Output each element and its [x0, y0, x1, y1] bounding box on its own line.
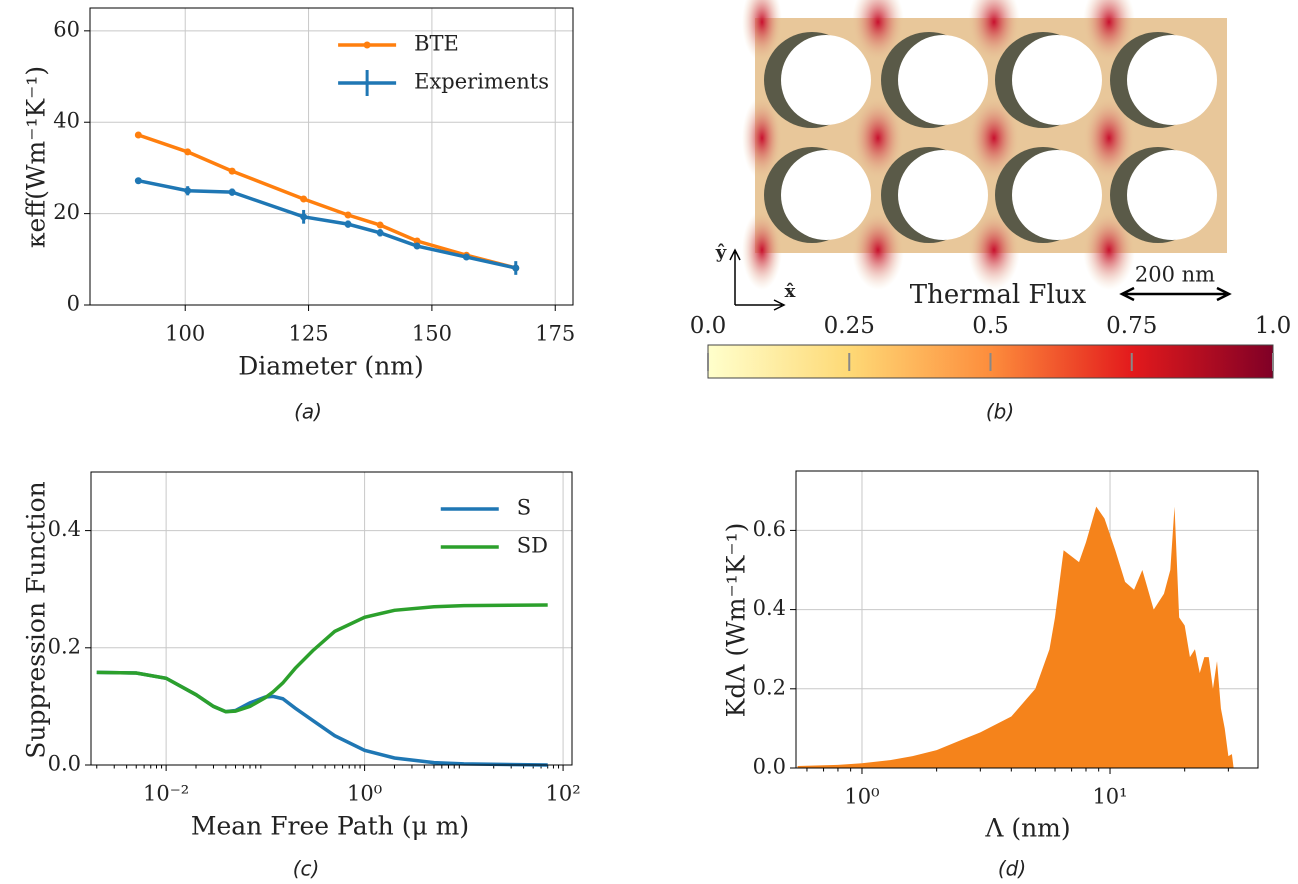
x-tick-label: 10⁰ [347, 782, 382, 806]
colorbar-tick-label: 1.0 [1255, 313, 1292, 339]
point [414, 243, 421, 250]
scale-label: 200 nm [1135, 263, 1215, 287]
point [345, 211, 352, 218]
y-tick-label: 0 [67, 292, 80, 316]
x-axis-label: Λ (nm) [984, 814, 1070, 843]
y-tick-label: 0.4 [48, 517, 81, 541]
y-axis-label: Suppression Function [22, 481, 51, 758]
point [377, 229, 384, 236]
colorbar-tick-label: 0.0 [690, 313, 727, 339]
axis-label-x: x̂ [785, 281, 796, 302]
y-tick-label: 0.4 [753, 596, 786, 620]
x-tick-label: 10² [546, 782, 581, 806]
colorbar-tick-label: 0.25 [824, 313, 875, 339]
legend-label: SD [517, 534, 548, 558]
y-tick-label: 60 [53, 17, 80, 41]
x-tick-label: 175 [535, 322, 575, 346]
series-line [97, 672, 548, 765]
y-tick-label: 0.6 [753, 517, 786, 541]
y-axis-label: KdΛ (Wm⁻¹K⁻¹) [722, 523, 751, 718]
x-axis-label: Diameter (nm) [238, 352, 424, 381]
caption: (c) [293, 857, 320, 881]
legend-label: S [517, 496, 531, 520]
colorbar-tick-label: 0.75 [1106, 313, 1157, 339]
flux-image [742, 0, 1227, 290]
caption: (b) [986, 400, 1014, 424]
y-tick-label: 0.0 [48, 752, 81, 776]
point [184, 187, 191, 194]
point [184, 148, 191, 155]
x-axis-label: Mean Free Path (μ m) [191, 812, 469, 841]
x-tick-label: 10¹ [1092, 785, 1127, 809]
point [345, 221, 352, 228]
y-tick-label: 0.2 [48, 634, 81, 658]
area [798, 507, 1234, 768]
colorbar-tick-label: 0.5 [972, 313, 1009, 339]
axis-label-y: ŷ [715, 242, 727, 263]
y-axis-label: κeff(Wm⁻¹K⁻¹) [22, 66, 51, 248]
series-line [138, 181, 515, 268]
x-tick-label: 125 [289, 322, 329, 346]
point [229, 168, 236, 175]
axes-frame [91, 472, 572, 765]
point [377, 222, 384, 229]
x-tick-label: 100 [165, 322, 205, 346]
series-line [97, 605, 548, 712]
x-tick-label: 10⁻² [143, 782, 189, 806]
legend-label: BTE [414, 32, 459, 56]
point [300, 195, 307, 202]
point [512, 264, 519, 271]
point [300, 213, 307, 220]
legend-marker [364, 42, 371, 49]
series-line [138, 135, 515, 268]
caption: (d) [998, 857, 1026, 881]
caption: (a) [294, 400, 322, 424]
point [135, 132, 142, 139]
x-tick-label: 10⁰ [844, 785, 879, 809]
figure: 100 125 150 175 0 20 40 60 Diameter (nm) κeff(Wm⁻… [0, 0, 1298, 884]
y-tick-label: 20 [53, 200, 80, 224]
point [229, 189, 236, 196]
point [463, 254, 470, 261]
legend-label: Experiments [414, 70, 549, 94]
x-tick-label: 150 [412, 322, 452, 346]
y-tick-label: 40 [53, 109, 80, 133]
y-tick-label: 0.2 [753, 675, 786, 699]
point [135, 177, 142, 184]
colorbar-title: Thermal Flux [910, 280, 1087, 310]
axes-frame [90, 8, 573, 305]
y-tick-label: 0.0 [753, 755, 786, 779]
